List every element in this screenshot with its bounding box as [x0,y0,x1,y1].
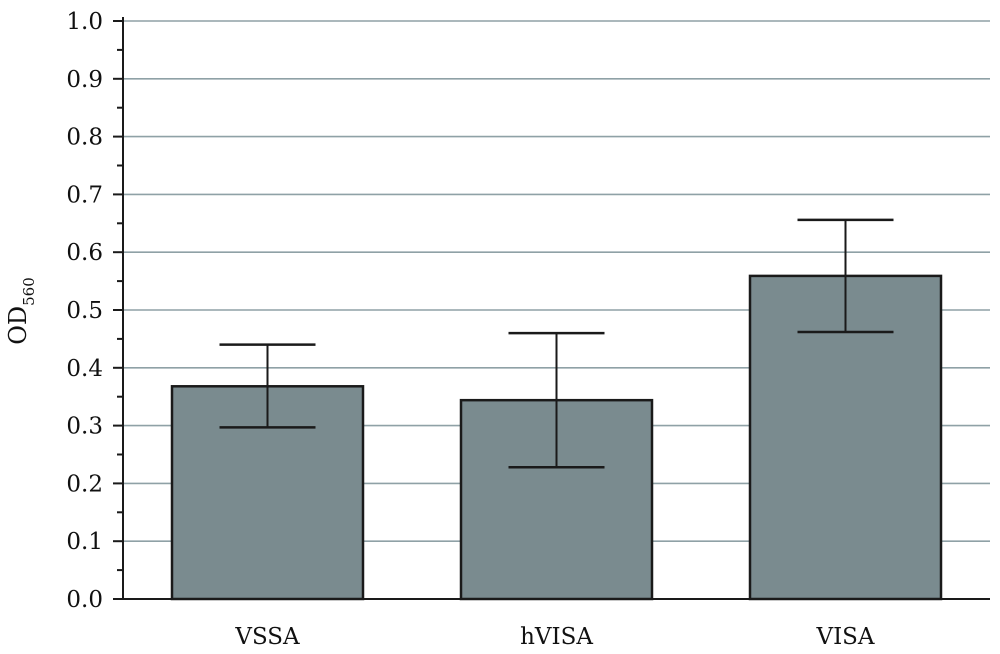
y-tick-label: 0.3 [66,414,103,440]
y-tick-label: 1.0 [66,9,103,35]
x-category-label: VISA [815,624,874,650]
axes [113,17,990,600]
y-tick-label: 0.1 [66,529,103,555]
y-tick-label: 0.7 [66,182,103,208]
x-category-label: hVISA [520,624,593,650]
error-bars [219,218,894,469]
y-tick-label: 0.9 [66,67,103,93]
y-tick-label: 0.6 [66,240,103,266]
y-tick-label: 0.2 [66,471,103,497]
y-axis-title: OD560 [4,277,38,345]
y-tick-label: 0.0 [66,587,103,613]
y-tick-label: 0.5 [66,298,103,324]
x-category-labels: VSSA hVISA VISA [234,624,875,650]
x-category-label: VSSA [234,624,300,650]
y-tick-label: 0.8 [66,125,103,151]
y-tick-labels: 0.0 0.1 0.2 0.3 0.4 0.5 0.6 0.7 0.8 0.9 1.0 [66,9,103,613]
y-tick-label: 0.4 [66,356,103,382]
